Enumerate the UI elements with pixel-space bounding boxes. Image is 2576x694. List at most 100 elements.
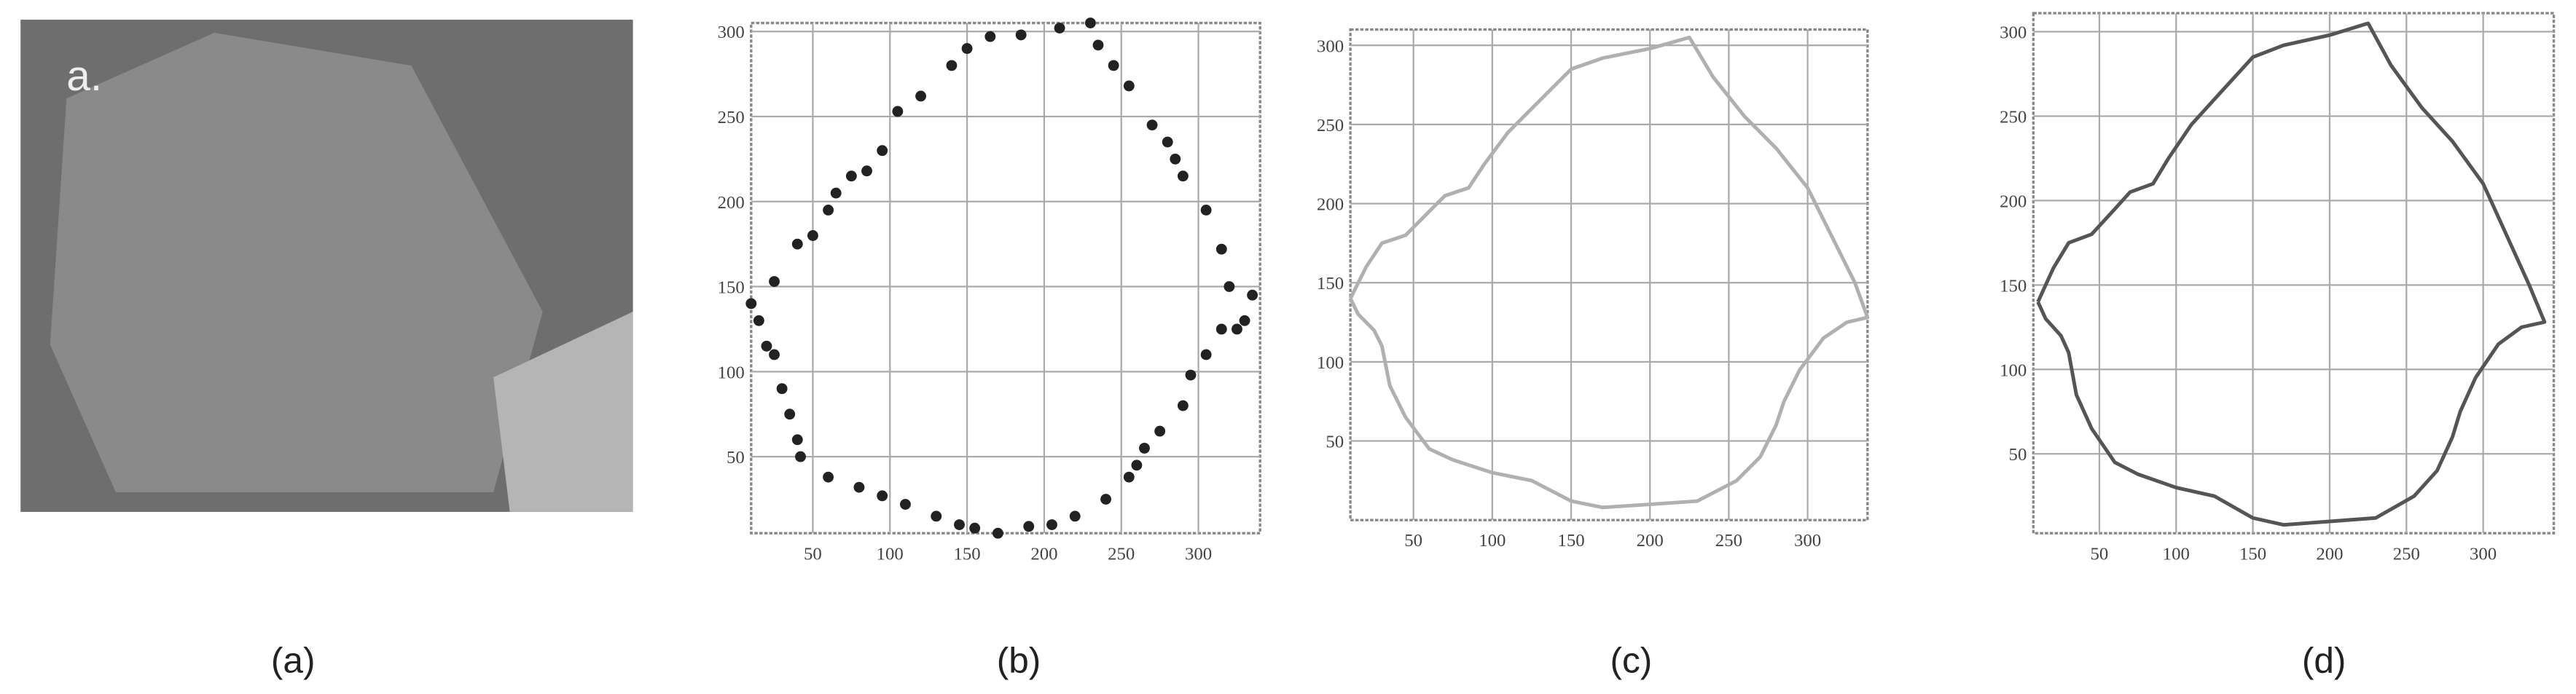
y-tick-label: 100 bbox=[2000, 360, 2027, 380]
point bbox=[877, 490, 888, 502]
y-tick-label: 300 bbox=[1317, 36, 1344, 56]
y-tick-label: 200 bbox=[718, 193, 745, 213]
y-tick-label: 50 bbox=[2009, 445, 2027, 465]
x-tick-label: 150 bbox=[1557, 531, 1584, 551]
point bbox=[1247, 289, 1258, 301]
grain bbox=[493, 312, 633, 512]
caption: (c) bbox=[1610, 640, 1652, 681]
point bbox=[1170, 153, 1181, 165]
y-tick-label: 150 bbox=[2000, 276, 2027, 296]
x-tick-label: 300 bbox=[1794, 531, 1821, 551]
plot-frame bbox=[2032, 12, 2556, 535]
panel-label: a. bbox=[66, 52, 102, 100]
y-tick-label: 50 bbox=[727, 448, 745, 468]
y-tick-label: 50 bbox=[1326, 433, 1344, 452]
x-tick-label: 250 bbox=[1108, 544, 1135, 564]
point bbox=[1092, 39, 1104, 51]
plot-frame bbox=[750, 21, 1261, 535]
y-tick-label: 250 bbox=[1317, 116, 1344, 135]
y-tick-label: 300 bbox=[2000, 23, 2027, 43]
point bbox=[1177, 400, 1189, 411]
plot-frame bbox=[1349, 28, 1869, 521]
point bbox=[992, 527, 1003, 539]
y-tick-label: 300 bbox=[718, 23, 745, 42]
point bbox=[1239, 315, 1250, 326]
x-tick-label: 300 bbox=[1185, 544, 1212, 564]
x-tick-label: 50 bbox=[2091, 544, 2109, 564]
point bbox=[1108, 60, 1119, 71]
point bbox=[1084, 17, 1096, 28]
point bbox=[823, 471, 834, 483]
grain bbox=[50, 33, 543, 492]
point bbox=[776, 383, 788, 395]
point bbox=[791, 434, 803, 446]
point bbox=[899, 499, 911, 510]
outline bbox=[2036, 21, 2547, 527]
point bbox=[961, 43, 973, 55]
caption: (d) bbox=[2302, 640, 2346, 681]
point bbox=[1131, 460, 1143, 471]
point bbox=[877, 145, 888, 157]
point bbox=[853, 481, 865, 493]
caption: (b) bbox=[997, 640, 1041, 681]
point bbox=[1146, 119, 1158, 131]
point bbox=[1046, 519, 1057, 530]
point bbox=[954, 519, 965, 530]
point bbox=[784, 409, 796, 420]
x-tick-label: 50 bbox=[804, 544, 822, 564]
y-tick-label: 250 bbox=[2000, 107, 2027, 127]
point bbox=[807, 230, 818, 241]
x-tick-label: 250 bbox=[1715, 531, 1742, 551]
point bbox=[915, 90, 927, 102]
point bbox=[1200, 205, 1212, 216]
x-tick-label: 50 bbox=[1404, 531, 1422, 551]
point bbox=[753, 315, 764, 326]
point bbox=[795, 451, 806, 462]
photo-panel: a. (a) bbox=[20, 20, 633, 681]
point bbox=[1054, 23, 1065, 33]
caption: (a) bbox=[271, 640, 316, 681]
point bbox=[1162, 136, 1173, 148]
point bbox=[1015, 29, 1027, 41]
x-tick-label: 100 bbox=[2163, 544, 2190, 564]
point bbox=[1069, 510, 1081, 522]
point bbox=[1123, 80, 1135, 92]
y-tick-label: 150 bbox=[718, 278, 745, 298]
point bbox=[1023, 521, 1035, 532]
point bbox=[769, 276, 780, 287]
outline bbox=[1348, 35, 1870, 510]
x-tick-label: 200 bbox=[1030, 544, 1057, 564]
point bbox=[946, 60, 958, 71]
point bbox=[830, 187, 842, 199]
point bbox=[931, 510, 942, 522]
point bbox=[1232, 323, 1242, 335]
y-tick-label: 100 bbox=[1317, 353, 1344, 373]
y-tick-label: 150 bbox=[1317, 274, 1344, 293]
point bbox=[1215, 243, 1227, 255]
x-tick-label: 150 bbox=[2239, 544, 2266, 564]
point bbox=[1215, 323, 1227, 335]
point bbox=[1100, 494, 1111, 505]
x-tick-label: 250 bbox=[2393, 544, 2420, 564]
x-tick-label: 200 bbox=[2316, 544, 2343, 564]
point bbox=[1154, 425, 1166, 437]
point bbox=[769, 349, 780, 360]
point bbox=[1123, 471, 1135, 483]
point bbox=[1200, 349, 1212, 360]
point bbox=[984, 31, 996, 42]
x-tick-label: 200 bbox=[1637, 531, 1664, 551]
point bbox=[1177, 170, 1189, 182]
point bbox=[791, 238, 803, 250]
x-tick-label: 150 bbox=[954, 544, 981, 564]
y-tick-label: 100 bbox=[718, 363, 745, 382]
point bbox=[1224, 281, 1235, 292]
point bbox=[969, 522, 981, 534]
y-tick-label: 200 bbox=[1317, 195, 1344, 215]
y-tick-label: 250 bbox=[718, 108, 745, 127]
x-tick-label: 100 bbox=[877, 544, 904, 564]
point bbox=[1139, 442, 1150, 454]
point bbox=[823, 205, 834, 216]
point bbox=[1185, 369, 1197, 381]
point bbox=[861, 165, 872, 177]
point bbox=[745, 298, 757, 309]
